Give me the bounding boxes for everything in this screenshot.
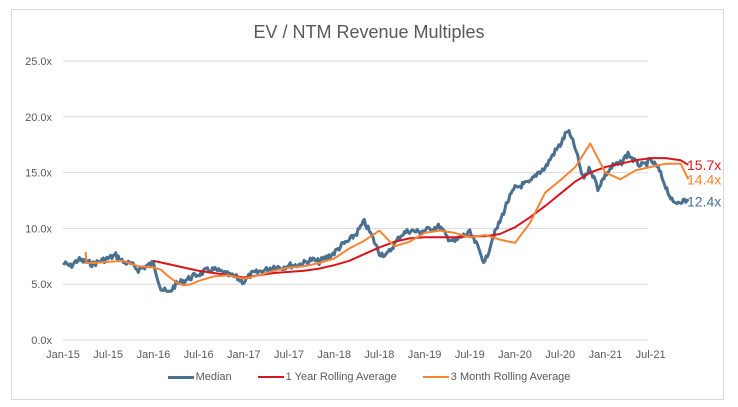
- x-tick-label: Jan-19: [408, 349, 442, 361]
- legend-label-median: Median: [195, 371, 232, 383]
- legend-label-3m-rolling: 3 Month Rolling Average: [450, 371, 571, 383]
- gridlines: [63, 60, 648, 341]
- three-month-rolling-line: [84, 142, 690, 287]
- one-year-rolling-line: [153, 157, 689, 279]
- x-tick-label: Jan-17: [227, 349, 261, 361]
- three-month-rolling-end-label: 14.4x: [687, 171, 721, 187]
- x-tick-label: Jul-17: [274, 349, 304, 361]
- y-tick-label: 20.0x: [25, 112, 52, 124]
- x-tick-label: Jul-16: [184, 349, 214, 361]
- y-tick-label: 25.0x: [25, 56, 52, 68]
- chart-title: EV / NTM Revenue Multiples: [253, 22, 485, 42]
- x-tick-label: Jan-20: [498, 349, 532, 361]
- x-tick-label: Jan-18: [317, 349, 351, 361]
- x-tick-label: Jan-21: [589, 349, 623, 361]
- legend-item-1y-rolling: 1 Year Rolling Average: [257, 371, 397, 383]
- legend-swatch-3m-rolling: [422, 376, 449, 378]
- legend-label-1y-rolling: 1 Year Rolling Average: [285, 371, 397, 383]
- x-axis-ticks: Jan-15 Jul-15 Jan-16 Jul-16 Jan-17 Jul-17 Jan-…: [46, 349, 665, 361]
- one-year-rolling-end-label: 15.7x: [687, 157, 721, 173]
- median-line: [62, 129, 690, 293]
- series-lines: [62, 129, 690, 293]
- legend-swatch-1y-rolling: [257, 376, 284, 378]
- y-tick-label: 0.0x: [31, 335, 52, 347]
- x-tick-label: Jan-15: [46, 349, 80, 361]
- chart-frame: [11, 9, 724, 400]
- y-axis-ticks: 0.0x 5.0x 10.0x 15.0x 20.0x 25.0x: [25, 56, 52, 347]
- x-tick-label: Jul-15: [93, 349, 123, 361]
- legend-swatch-median: [167, 375, 194, 379]
- x-tick-label: Jul-21: [636, 349, 666, 361]
- median-end-label: 12.4x: [687, 194, 721, 210]
- x-tick-label: Jul-19: [455, 349, 485, 361]
- x-tick-label: Jul-18: [364, 349, 394, 361]
- y-tick-label: 15.0x: [25, 168, 52, 180]
- legend-item-3m-rolling: 3 Month Rolling Average: [422, 371, 571, 383]
- x-tick-label: Jul-20: [545, 349, 575, 361]
- y-tick-label: 10.0x: [25, 223, 52, 235]
- legend-item-median: Median: [167, 371, 232, 383]
- legend: Median 1 Year Rolling Average 3 Month Ro…: [0, 371, 738, 383]
- y-tick-label: 5.0x: [31, 279, 52, 291]
- x-tick-label: Jan-16: [137, 349, 171, 361]
